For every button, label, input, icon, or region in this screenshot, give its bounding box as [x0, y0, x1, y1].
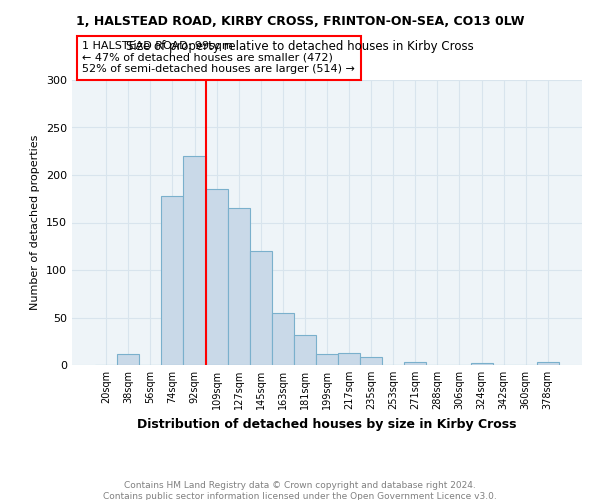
Bar	[316, 354, 338, 365]
Text: Size of property relative to detached houses in Kirby Cross: Size of property relative to detached ho…	[126, 40, 474, 53]
Bar	[537, 362, 559, 365]
Text: Contains HM Land Registry data © Crown copyright and database right 2024.: Contains HM Land Registry data © Crown c…	[124, 481, 476, 490]
Bar	[272, 313, 294, 365]
Bar	[184, 156, 206, 365]
Bar	[360, 358, 382, 365]
Y-axis label: Number of detached properties: Number of detached properties	[31, 135, 40, 310]
Text: 1 HALSTEAD ROAD: 99sqm
← 47% of detached houses are smaller (472)
52% of semi-de: 1 HALSTEAD ROAD: 99sqm ← 47% of detached…	[82, 41, 355, 74]
Bar	[117, 354, 139, 365]
Bar	[227, 208, 250, 365]
Bar	[338, 352, 360, 365]
Text: 1, HALSTEAD ROAD, KIRBY CROSS, FRINTON-ON-SEA, CO13 0LW: 1, HALSTEAD ROAD, KIRBY CROSS, FRINTON-O…	[76, 15, 524, 28]
Bar	[250, 251, 272, 365]
Bar	[404, 362, 427, 365]
Bar	[161, 196, 184, 365]
X-axis label: Distribution of detached houses by size in Kirby Cross: Distribution of detached houses by size …	[137, 418, 517, 430]
Bar	[470, 363, 493, 365]
Bar	[206, 189, 227, 365]
Text: Contains public sector information licensed under the Open Government Licence v3: Contains public sector information licen…	[103, 492, 497, 500]
Bar	[294, 334, 316, 365]
